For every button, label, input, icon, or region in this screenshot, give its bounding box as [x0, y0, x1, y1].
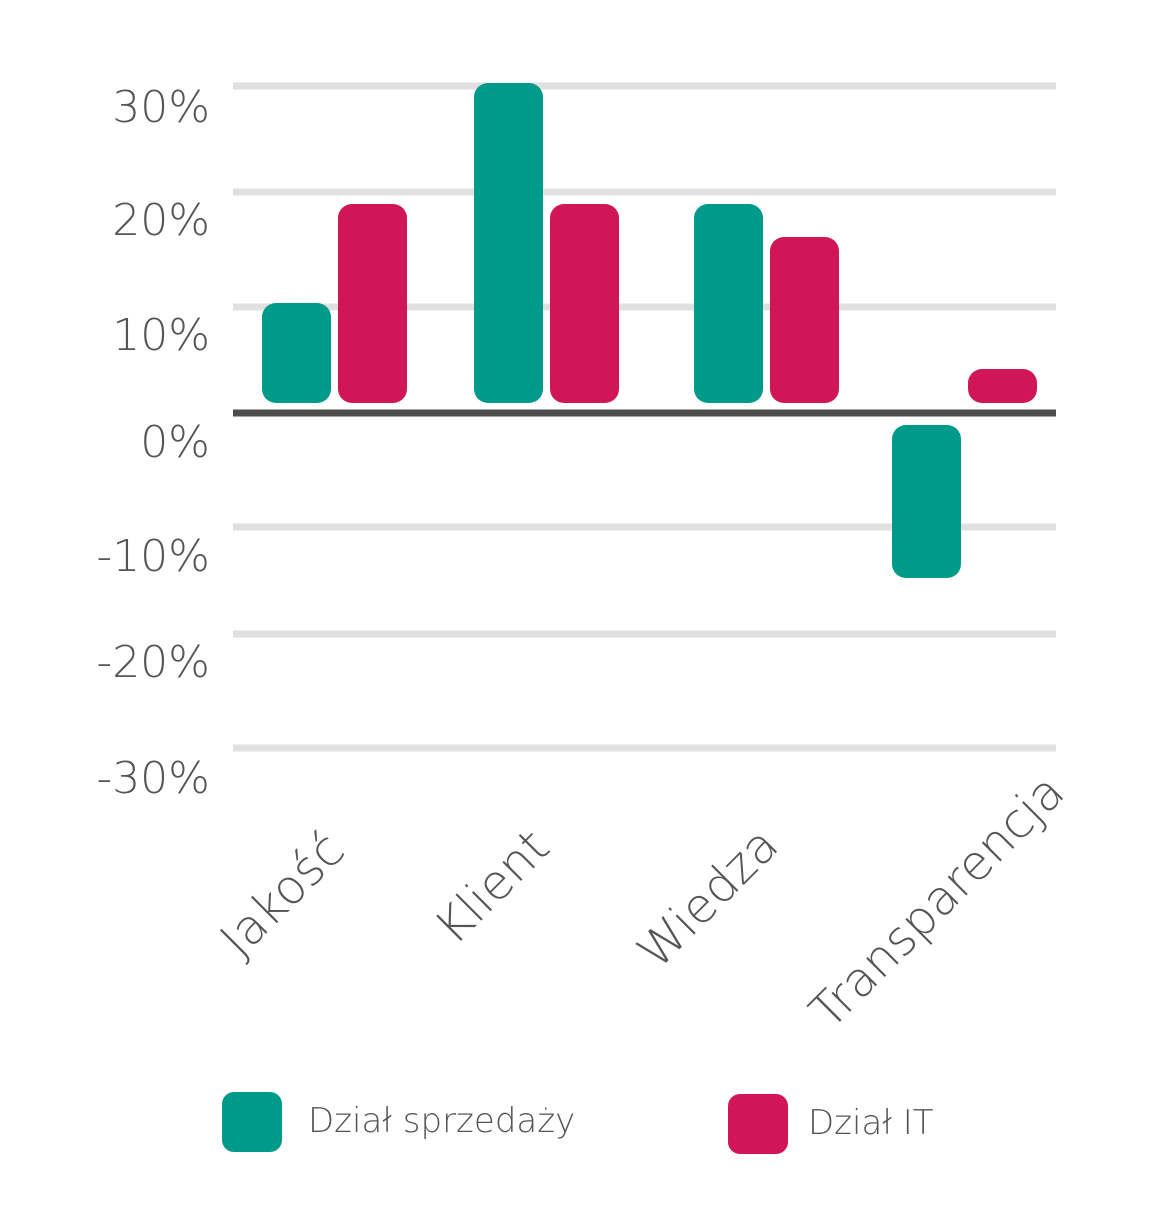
- legend-label-dzial-it: Dział IT: [808, 1103, 934, 1143]
- legend: Dział sprzedaży Dział IT: [222, 1092, 934, 1154]
- y-tick-label-30: -30%: [96, 753, 210, 804]
- bar-dzial-it-wiedza: [770, 237, 839, 403]
- bars: [262, 83, 1037, 578]
- y-tick-label-10: 10%: [112, 310, 210, 361]
- y-axis-ticks: 30% 20% 10% 0% -10% -20% -30%: [96, 82, 210, 804]
- legend-swatch-dzial-it: [728, 1094, 788, 1154]
- bar-dzial-sprzedazy-wiedza: [694, 204, 763, 403]
- grid-layer: [233, 82, 1056, 752]
- x-tick-label-jakosc: Jakość: [209, 822, 355, 968]
- y-tick-label-0: 0%: [140, 417, 210, 468]
- legend-label-dzial-sprzedazy: Dział sprzedaży: [308, 1101, 575, 1141]
- x-tick-label-wiedza: Wiedza: [626, 817, 789, 980]
- x-tick-label-transparencja: Transparencja: [799, 764, 1075, 1040]
- bar-dzial-sprzedazy-transparencja: [892, 425, 961, 578]
- y-tick-label-10: -10%: [96, 531, 210, 582]
- x-axis-categories: Jakość Klient Wiedza Transparencja: [209, 764, 1075, 1040]
- y-tick-label-20: 20%: [112, 195, 210, 246]
- bar-dzial-it-transparencja: [968, 369, 1037, 403]
- bar-dzial-sprzedazy-klient: [474, 83, 543, 403]
- bar-dzial-it-jakosc: [338, 204, 407, 403]
- x-tick-label-klient: Klient: [424, 819, 560, 955]
- y-tick-label-30: 30%: [112, 82, 210, 133]
- y-tick-label-20: -20%: [96, 637, 210, 688]
- bar-dzial-sprzedazy-jakosc: [262, 303, 331, 403]
- bar-dzial-it-klient: [550, 204, 619, 403]
- legend-swatch-dzial-sprzedazy: [222, 1092, 282, 1152]
